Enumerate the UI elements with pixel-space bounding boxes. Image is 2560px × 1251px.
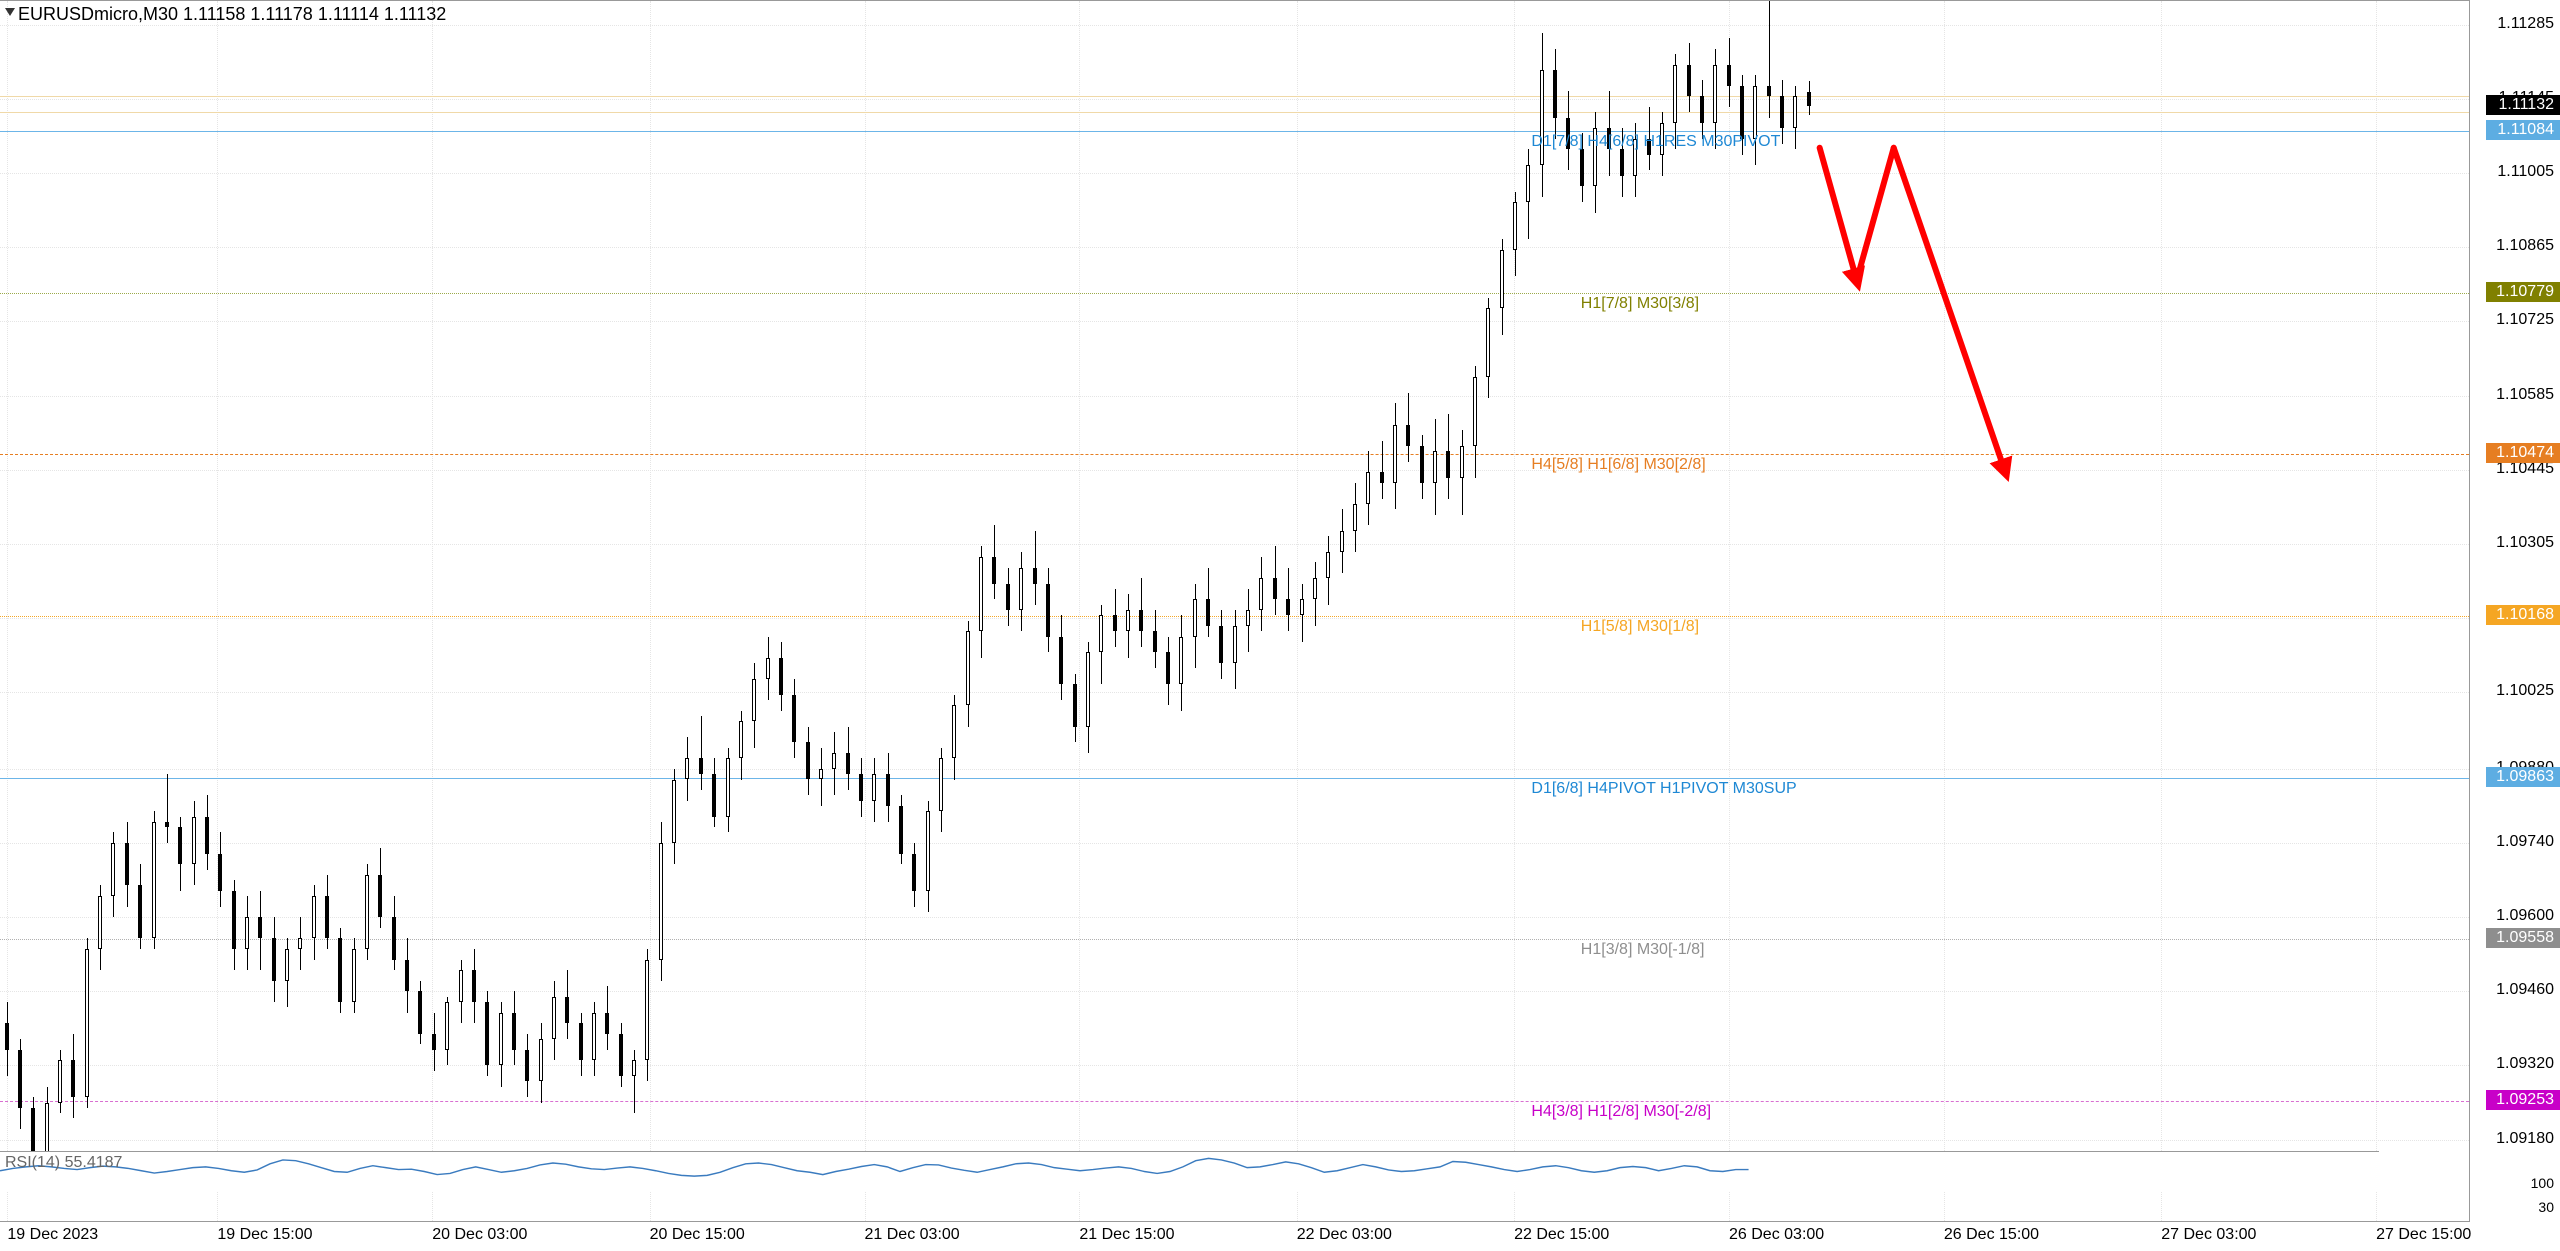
chart-container: EURUSDmicro,M30 1.11158 1.11178 1.11114 … — [0, 0, 2560, 1251]
price-tick: 1.10585 — [2496, 386, 2554, 404]
level-label: D1[7/8] H4[6/8] H1RES M30PIVOT — [1531, 133, 1780, 151]
current-price-badge: 1.11132 — [2486, 95, 2560, 115]
rsi-scale-tick: 30 — [2538, 1199, 2554, 1215]
price-tick: 1.09740 — [2496, 833, 2554, 851]
level-price-badge: 1.10474 — [2486, 443, 2560, 463]
time-tick: 19 Dec 15:00 — [217, 1226, 312, 1244]
price-tick: 1.09180 — [2496, 1130, 2554, 1148]
price-tick: 1.10025 — [2496, 682, 2554, 700]
price-axis: 1.112851.111451.110051.108651.107251.105… — [2470, 0, 2560, 1221]
time-tick: 27 Dec 03:00 — [2161, 1226, 2256, 1244]
price-chart-area[interactable]: D1[7/8] H4[6/8] H1RES M30PIVOT H1[7/8] M3… — [0, 0, 2470, 1221]
level-price-badge: 1.11084 — [2486, 120, 2560, 140]
rsi-line-chart — [0, 1152, 2379, 1191]
level-price-badge: 1.09253 — [2486, 1090, 2560, 1110]
time-tick: 26 Dec 15:00 — [1944, 1226, 2039, 1244]
level-label: H1[7/8] M30[3/8] — [1581, 295, 1699, 313]
time-tick: 26 Dec 03:00 — [1729, 1226, 1824, 1244]
price-tick: 1.11005 — [2497, 163, 2554, 181]
level-label: D1[6/8] H4PIVOT H1PIVOT M30SUP — [1531, 780, 1796, 798]
price-tick: 1.09460 — [2496, 981, 2554, 999]
level-label: H1[5/8] M30[1/8] — [1581, 618, 1699, 636]
rsi-panel: RSI(14) 55.4187 — [0, 1151, 2379, 1191]
time-tick: 22 Dec 15:00 — [1514, 1226, 1609, 1244]
level-label: H4[3/8] H1[2/8] M30[-2/8] — [1531, 1103, 1711, 1121]
time-tick: 27 Dec 15:00 — [2376, 1226, 2471, 1244]
level-label: H1[3/8] M30[-1/8] — [1581, 941, 1705, 959]
price-tick: 1.11285 — [2497, 15, 2554, 33]
level-label: H4[5/8] H1[6/8] M30[2/8] — [1531, 456, 1705, 474]
time-axis: 19 Dec 2023 19 Dec 15:00 20 Dec 03:00 20 De… — [0, 1221, 2470, 1251]
level-price-badge: 1.09863 — [2486, 767, 2560, 787]
price-tick: 1.10725 — [2496, 311, 2554, 329]
menu-triangle-icon[interactable] — [5, 8, 15, 16]
time-tick: 22 Dec 03:00 — [1297, 1226, 1392, 1244]
price-tick: 1.10305 — [2496, 534, 2554, 552]
price-tick: 1.10865 — [2496, 237, 2554, 255]
time-tick: 19 Dec 2023 — [7, 1226, 98, 1244]
time-tick: 21 Dec 03:00 — [865, 1226, 960, 1244]
rsi-scale-tick: 100 — [2531, 1175, 2554, 1191]
time-tick: 20 Dec 15:00 — [650, 1226, 745, 1244]
level-price-badge: 1.10779 — [2486, 282, 2560, 302]
level-price-badge: 1.10168 — [2486, 605, 2560, 625]
level-price-badge: 1.09558 — [2486, 928, 2560, 948]
rsi-label: RSI(14) 55.4187 — [5, 1154, 122, 1172]
time-tick: 21 Dec 15:00 — [1079, 1226, 1174, 1244]
price-tick: 1.09600 — [2496, 907, 2554, 925]
time-tick: 20 Dec 03:00 — [432, 1226, 527, 1244]
chart-title: EURUSDmicro,M30 1.11158 1.11178 1.11114 … — [18, 4, 446, 25]
price-tick: 1.09320 — [2496, 1055, 2554, 1073]
